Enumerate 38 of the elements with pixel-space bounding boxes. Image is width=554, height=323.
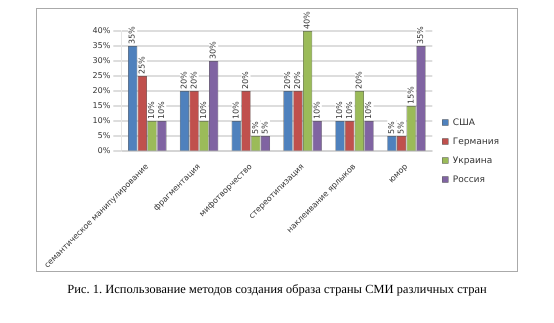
data-label: 5% <box>386 120 396 134</box>
data-label: 25% <box>137 56 146 74</box>
data-label: 20% <box>189 70 198 89</box>
text: Рис. 1. Использование методов создания образа страны СМИ различных стран <box>66 282 488 297</box>
data-label: 10% <box>198 100 208 119</box>
y-tick-label: 0% <box>98 146 111 156</box>
y-tick-label: 35% <box>92 41 111 50</box>
y-tick-label: 30% <box>92 56 111 66</box>
data-label: 40% <box>302 10 312 29</box>
y-tick-label: 40% <box>92 26 111 36</box>
data-label: 10% <box>344 100 354 119</box>
y-tick-label: 25% <box>92 71 111 80</box>
legend-label: США <box>452 118 476 128</box>
data-label: 10% <box>364 100 374 119</box>
data-label: 5% <box>396 120 406 134</box>
data-label: 10% <box>335 100 344 119</box>
data-label: 20% <box>180 70 189 89</box>
data-label: 10% <box>156 100 166 119</box>
y-tick-label: 10% <box>92 116 111 126</box>
data-label: 20% <box>283 70 292 89</box>
data-label: 35% <box>128 26 137 44</box>
data-label: 20% <box>292 70 302 89</box>
data-label: 20% <box>241 70 250 89</box>
data-label: 30% <box>208 40 218 59</box>
data-label: 35% <box>416 26 426 44</box>
y-tick-label: 20% <box>92 86 111 96</box>
data-label: 5% <box>250 120 260 134</box>
legend-label: Украина <box>452 156 492 166</box>
y-tick-label: 5% <box>98 131 111 140</box>
data-label: 5% <box>260 120 270 134</box>
data-label: 10% <box>231 100 240 119</box>
legend-label: Германия <box>452 136 500 147</box>
data-label: 15% <box>406 86 416 104</box>
data-label: 10% <box>312 100 322 119</box>
data-label: 20% <box>354 70 364 89</box>
y-tick-label: 15% <box>92 101 111 110</box>
data-label: 10% <box>147 100 156 119</box>
legend-label: Россия <box>452 174 485 185</box>
